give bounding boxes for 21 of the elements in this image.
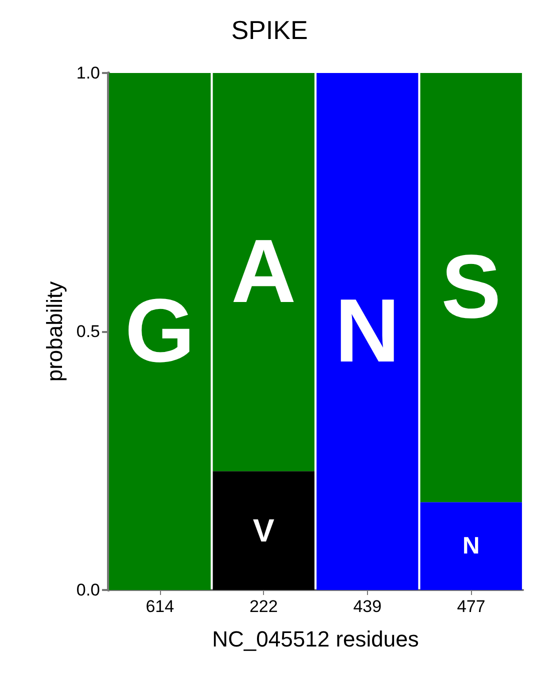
x-tick-label: 614: [146, 597, 174, 616]
x-tick-label: 222: [249, 597, 278, 616]
text: N: [462, 532, 480, 560]
x-tick-label: 439: [353, 597, 382, 616]
x-axis-title: NC_045512 residues: [212, 626, 419, 652]
y-tick-label: 1.0: [76, 64, 100, 82]
y-tick-label: 0.0: [76, 580, 100, 600]
series-label: A: [231, 222, 296, 322]
series-label: S: [441, 238, 502, 338]
bar: [212, 471, 314, 590]
series-label: V: [252, 512, 275, 549]
chart-title: SPIKE: [231, 15, 308, 45]
y-tick-label: 0.5: [76, 322, 100, 341]
bar: [420, 502, 522, 590]
bar: [212, 73, 314, 472]
x-tick-label: 477: [456, 597, 486, 616]
bar: [420, 73, 522, 502]
bar: [316, 73, 418, 590]
series-label: N: [334, 282, 400, 382]
series-label: G: [124, 282, 195, 382]
y-axis-title: probability: [42, 281, 67, 382]
